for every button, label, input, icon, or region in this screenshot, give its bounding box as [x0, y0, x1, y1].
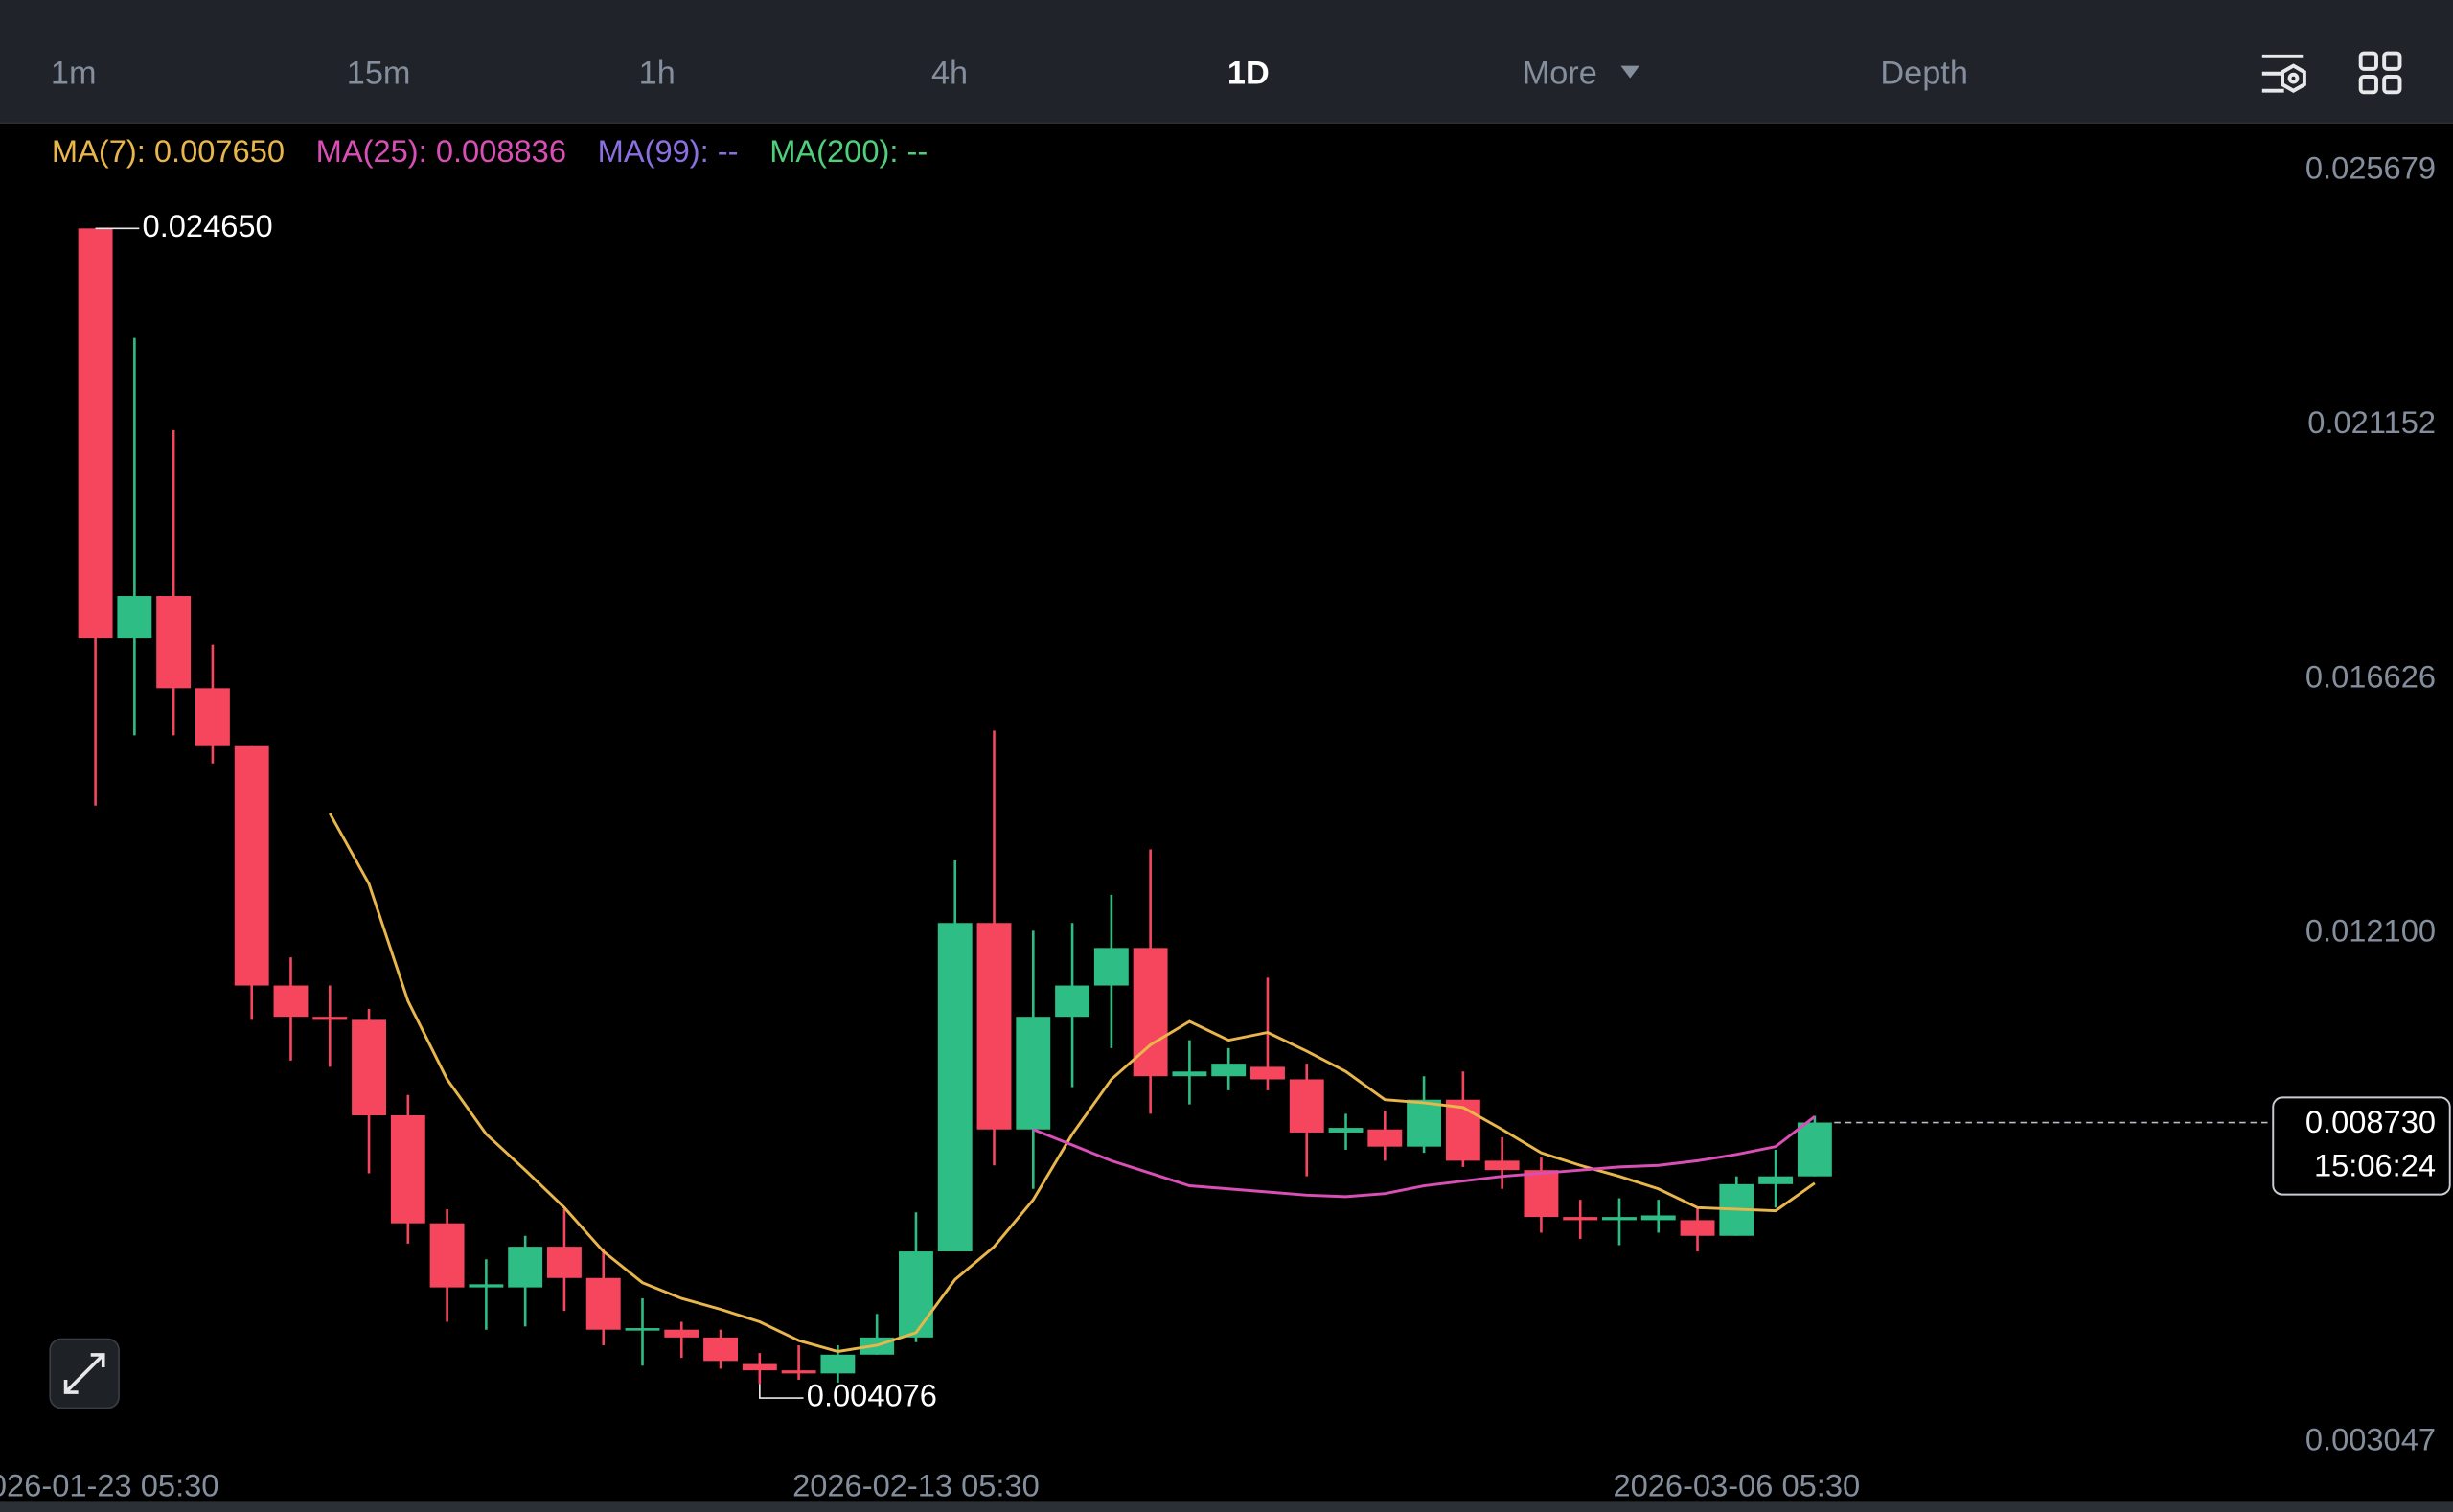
expand-button[interactable]: [49, 1338, 120, 1409]
x-tick-label: 2026-03-06 05:30: [1613, 1467, 1860, 1502]
candle-body: [1680, 1220, 1715, 1236]
legend-value: --: [907, 133, 928, 169]
y-tick-label: 0.025679: [2305, 150, 2436, 186]
legend-value: 0.007650: [154, 133, 285, 169]
candle-body: [820, 1354, 856, 1374]
candle-body: [585, 1277, 621, 1330]
x-tick-label: 2026-01-23 05:30: [0, 1467, 218, 1502]
countdown: 15:06:24: [2314, 1147, 2436, 1182]
candle-body: [703, 1337, 739, 1362]
candle-body: [352, 1019, 386, 1116]
candle-body: [546, 1247, 582, 1278]
legend-separator: :: [419, 133, 436, 169]
tab[interactable]: 4h: [931, 55, 968, 91]
bottom-bar: [0, 1501, 2453, 1512]
candle-body: [899, 1251, 933, 1338]
low-marker-label: 0.004076: [807, 1378, 937, 1413]
candle-body: [976, 923, 1012, 1130]
tab[interactable]: More: [1523, 55, 1597, 91]
candle-body: [1016, 1017, 1051, 1130]
candle-body: [78, 228, 113, 639]
candle-body: [1758, 1176, 1794, 1184]
tab[interactable]: 1D: [1227, 55, 1270, 91]
legend-value: 0.008836: [436, 133, 566, 169]
legend-separator: :: [700, 133, 718, 169]
legend-separator: :: [889, 133, 906, 169]
y-tick-label: 0.016626: [2305, 658, 2436, 694]
candle-body: [1250, 1066, 1285, 1080]
candle-body: [1563, 1217, 1598, 1221]
tab[interactable]: 1h: [639, 55, 676, 91]
y-tick-label: 0.012100: [2305, 913, 2436, 949]
candle-body: [1484, 1160, 1520, 1171]
candle-body: [469, 1284, 504, 1288]
legend-separator: :: [137, 133, 154, 169]
legend-name: MA(7): [52, 133, 137, 169]
tabs: 1m 15m 1h 4h 1D More Depth: [51, 55, 1968, 91]
last-price-box: [2272, 1096, 2451, 1196]
candle-body: [781, 1370, 816, 1374]
more-caret: [1620, 65, 1640, 79]
x-tick-label: 2026-02-13 05:30: [792, 1467, 1040, 1502]
candle-body: [664, 1329, 699, 1338]
candle-body: [1172, 1071, 1207, 1077]
legend: MA(7): 0.007650 MA(25): 0.008836 MA(99): -…: [52, 133, 928, 169]
candle-body: [1367, 1129, 1403, 1147]
tab[interactable]: 1m: [51, 55, 97, 91]
ma-line: [328, 813, 1816, 1354]
y-tick-label: 0.003047: [2305, 1421, 2436, 1456]
candle-body: [312, 1017, 348, 1020]
candle-body: [390, 1115, 425, 1224]
candle-body: [117, 596, 152, 639]
y-tick-label: 0.021152: [2307, 404, 2436, 440]
legend-name: MA(25): [316, 133, 419, 169]
candle-body: [234, 745, 269, 986]
layout-icon[interactable]: [2358, 51, 2402, 95]
last-price-label: 0.008730: [2305, 1104, 2436, 1139]
high-marker-label: 0.024650: [143, 208, 273, 243]
candle-body: [508, 1247, 543, 1288]
candle-body: [1407, 1099, 1442, 1147]
candle-body: [195, 688, 230, 746]
ma-line: [1032, 1115, 1816, 1199]
tab[interactable]: 15m: [347, 55, 411, 91]
candle-body: [1640, 1215, 1676, 1221]
candle-body: [625, 1328, 660, 1331]
candle-body: [156, 596, 192, 689]
candle-body: [742, 1363, 777, 1371]
candle-body: [1055, 985, 1090, 1018]
candle-body: [1445, 1099, 1480, 1161]
settings-icon[interactable]: [2261, 54, 2306, 93]
candle-body: [429, 1223, 465, 1288]
low-marker-line: [759, 1384, 804, 1399]
legend-value: --: [718, 133, 739, 169]
candle-body: [1289, 1079, 1324, 1133]
candle-body: [1093, 948, 1129, 986]
candle-body: [1524, 1170, 1559, 1218]
candle-body: [937, 923, 973, 1252]
tab[interactable]: Depth: [1880, 55, 1967, 91]
candle-body: [1797, 1122, 1832, 1177]
legend-name: MA(99): [598, 133, 700, 169]
candle-body: [273, 985, 309, 1018]
toolbar: [0, 0, 2453, 123]
candle-body: [1211, 1064, 1247, 1077]
candle-body: [1602, 1217, 1637, 1221]
candle-body: [1328, 1128, 1364, 1133]
legend-name: MA(200): [769, 133, 889, 169]
